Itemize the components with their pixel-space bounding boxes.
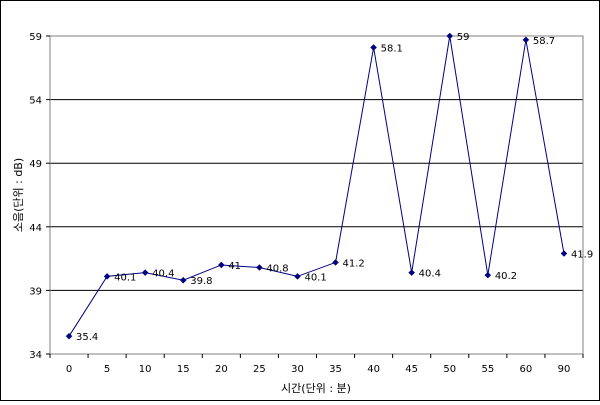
y-tick-label: 44 xyxy=(29,223,42,234)
data-point xyxy=(446,32,454,40)
x-tick-label: 40 xyxy=(367,364,380,375)
data-label: 39.8 xyxy=(190,276,212,287)
y-tick-label: 34 xyxy=(29,350,42,361)
data-point xyxy=(370,44,377,51)
data-point xyxy=(484,271,492,279)
series-line xyxy=(68,35,565,337)
data-point xyxy=(408,269,416,276)
x-tick-label: 15 xyxy=(177,364,190,375)
x-tick-label: 35 xyxy=(329,364,342,375)
x-tick-label: 55 xyxy=(481,364,494,375)
axis-ticks: 34 39 44 49 54 59 0 5 10 15 20 25 30 35 40 45 50 55 60 90 xyxy=(29,32,584,375)
data-point xyxy=(141,269,149,276)
data-label: 40.2 xyxy=(495,271,517,282)
y-tick-label: 59 xyxy=(29,32,42,43)
x-tick-label: 45 xyxy=(405,364,418,375)
data-label: 40.8 xyxy=(266,264,288,275)
y-tick-label: 49 xyxy=(29,159,42,170)
data-label: 58.7 xyxy=(533,36,555,47)
y-axis-title: 소음(단위 : dB) xyxy=(12,158,25,232)
data-point xyxy=(332,259,339,266)
data-point xyxy=(65,332,73,340)
x-tick-label: 0 xyxy=(66,364,72,375)
x-tick-label: 90 xyxy=(558,364,571,375)
data-label: 41.2 xyxy=(343,258,365,269)
x-tick-label: 25 xyxy=(253,364,266,375)
data-point xyxy=(560,250,568,257)
data-point xyxy=(217,261,225,269)
data-label: 40.1 xyxy=(304,272,326,283)
data-point xyxy=(179,276,187,284)
data-label: 41.9 xyxy=(571,250,593,261)
data-label: 35.4 xyxy=(76,332,98,343)
data-labels: 35.4 40.1 40.4 39.8 41 40.8 40.1 41.2 58.1 40.4 59… xyxy=(76,32,593,343)
x-tick-label: 20 xyxy=(215,364,228,375)
data-label: 41 xyxy=(228,261,241,272)
data-label: 40.4 xyxy=(152,269,174,280)
data-point xyxy=(256,264,263,271)
data-point xyxy=(522,36,530,44)
series-group xyxy=(65,32,568,340)
x-tick-label: 60 xyxy=(520,364,533,375)
x-tick-label: 5 xyxy=(104,364,110,375)
data-label: 59 xyxy=(457,32,470,43)
x-axis-title: 시간(단위 : 분) xyxy=(281,382,351,395)
data-point xyxy=(103,273,111,280)
x-tick-label: 50 xyxy=(443,364,456,375)
x-tick-label: 10 xyxy=(139,364,152,375)
y-tick-label: 39 xyxy=(29,286,42,297)
x-tick-label: 30 xyxy=(291,364,304,375)
y-tick-label: 54 xyxy=(29,96,42,107)
data-label: 58.1 xyxy=(381,43,403,54)
data-label: 40.4 xyxy=(419,269,441,280)
data-point xyxy=(294,273,301,280)
data-label: 40.1 xyxy=(114,272,136,283)
